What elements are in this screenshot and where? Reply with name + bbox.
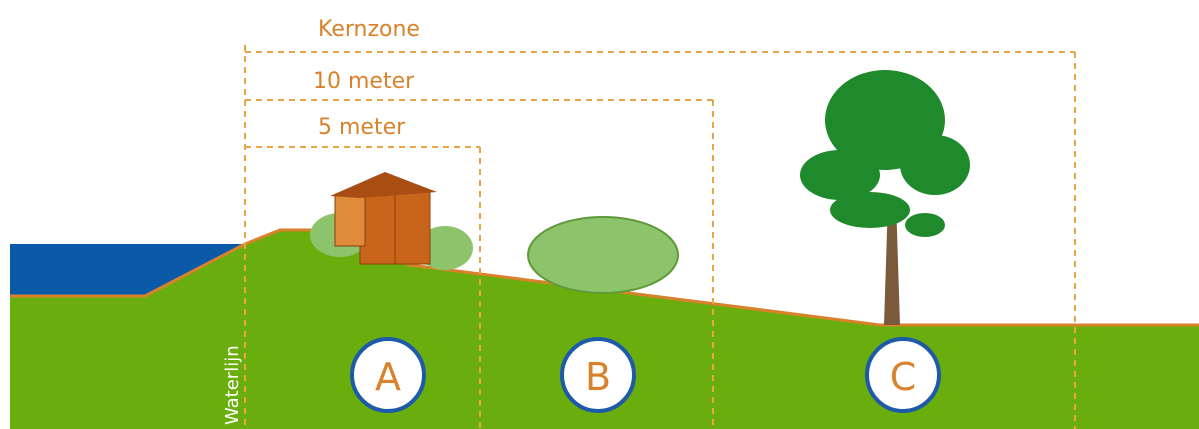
zone-label: C (890, 355, 917, 399)
ten-meter-label: 10 meter (313, 69, 415, 94)
bush (528, 217, 678, 293)
tree (800, 70, 970, 325)
five-meter-label: 5 meter (318, 115, 406, 140)
zone-label: B (585, 355, 611, 399)
kernzone-label: Kernzone (318, 17, 420, 42)
diagram: Kernzone 10 meter 5 meter Waterlijn A B … (0, 0, 1199, 429)
zone-label: A (375, 355, 401, 399)
waterline-label: Waterlijn (222, 345, 243, 425)
